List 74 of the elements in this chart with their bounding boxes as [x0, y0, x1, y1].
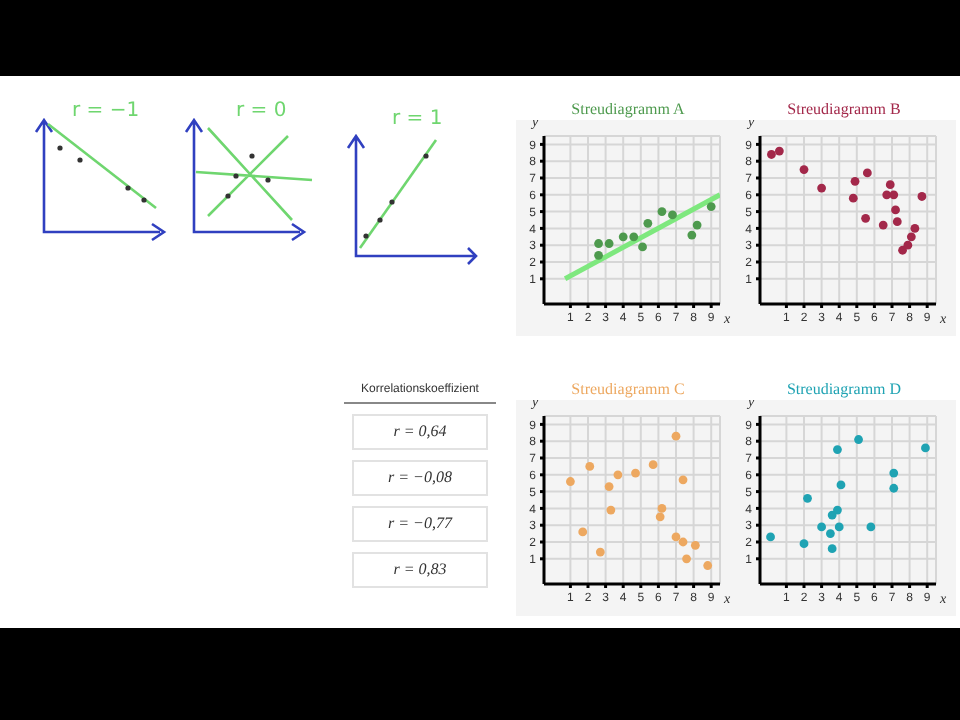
point	[906, 232, 916, 242]
point	[889, 468, 899, 478]
point	[690, 540, 700, 550]
point	[668, 210, 677, 220]
point	[910, 224, 920, 233]
point	[618, 232, 628, 242]
point	[657, 207, 667, 216]
point	[585, 462, 595, 471]
point	[655, 512, 665, 522]
text: r = 0,83	[352, 552, 488, 588]
text: r = 0	[236, 100, 287, 122]
point	[594, 250, 603, 260]
point	[703, 561, 713, 570]
point	[826, 529, 835, 538]
point	[850, 176, 860, 186]
chart-title: Streudiagramm C	[516, 380, 740, 400]
point	[799, 539, 809, 549]
point	[692, 220, 702, 230]
point	[833, 445, 842, 454]
point	[817, 522, 826, 532]
point	[766, 532, 775, 542]
text: r = −0,77	[352, 506, 488, 542]
point	[638, 242, 647, 252]
point	[885, 180, 895, 190]
point	[861, 213, 870, 223]
point	[892, 217, 902, 227]
point	[578, 527, 588, 537]
point	[604, 482, 614, 491]
point	[594, 239, 603, 248]
point	[566, 477, 575, 486]
chart-title: Streudiagramm A	[516, 100, 740, 120]
point	[631, 468, 640, 478]
point	[613, 470, 623, 480]
point	[834, 522, 844, 532]
point	[827, 544, 837, 554]
point	[848, 193, 858, 203]
point	[606, 505, 616, 515]
text: r = 0,64	[352, 414, 488, 450]
text: r = 1	[392, 108, 443, 130]
point	[595, 547, 605, 557]
point	[878, 220, 888, 230]
point	[706, 202, 716, 211]
text: r = −0,08	[352, 460, 488, 496]
chart-title: Streudiagramm D	[732, 380, 956, 400]
point	[629, 232, 639, 242]
point	[889, 190, 899, 200]
point	[657, 504, 667, 513]
point	[903, 240, 913, 250]
point	[889, 483, 899, 493]
point	[921, 443, 930, 453]
point	[643, 218, 653, 228]
point	[833, 505, 842, 515]
point	[866, 522, 876, 532]
point	[799, 165, 809, 174]
point	[671, 532, 681, 542]
chart-title: Streudiagramm B	[732, 100, 956, 120]
point	[678, 537, 688, 547]
point	[687, 230, 697, 240]
point	[891, 205, 900, 215]
text: r = −1	[72, 100, 140, 122]
point	[854, 435, 863, 444]
point	[767, 150, 776, 159]
point	[682, 554, 691, 564]
point	[803, 493, 812, 503]
point	[678, 475, 688, 485]
point	[648, 460, 658, 470]
point	[604, 239, 614, 248]
point	[862, 168, 872, 178]
point	[817, 183, 826, 193]
point	[917, 192, 927, 201]
point	[898, 245, 907, 255]
point	[774, 146, 784, 156]
point	[836, 480, 846, 490]
point	[671, 431, 681, 441]
